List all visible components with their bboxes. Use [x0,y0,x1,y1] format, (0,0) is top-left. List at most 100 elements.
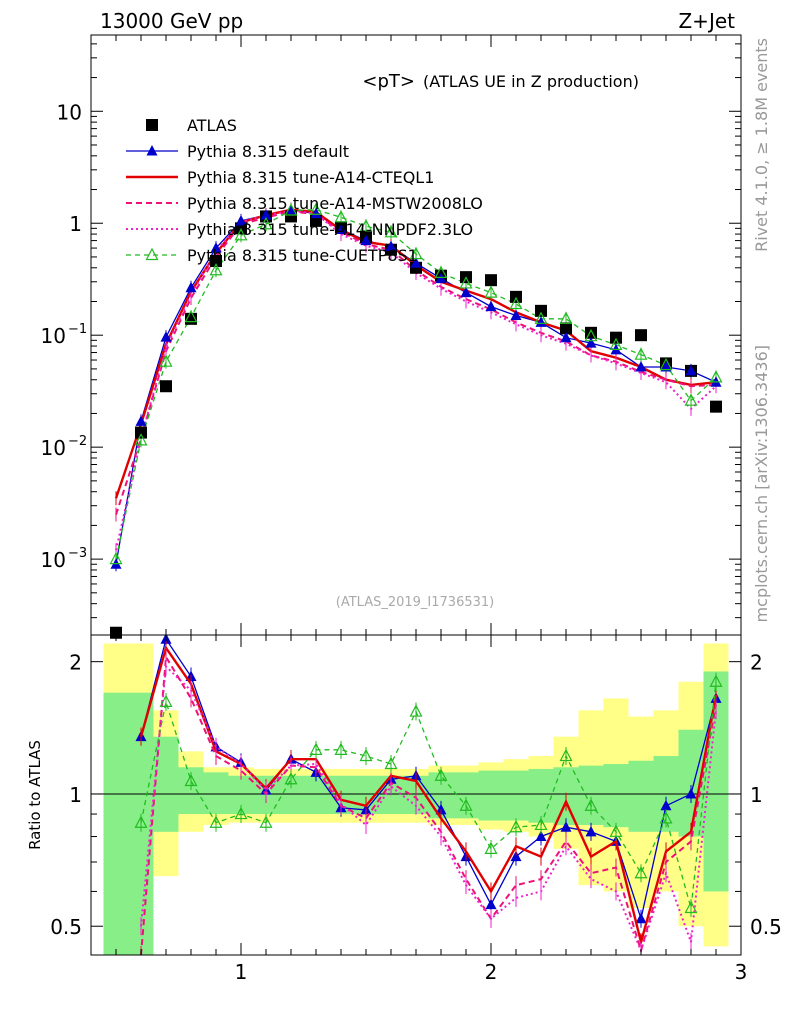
ratio-point-default [560,821,572,832]
main-point-cuetp8s1 [434,265,448,279]
main-point-cuetp8s1 [459,276,473,289]
main-point-data [535,304,547,317]
main-point-data [210,254,222,267]
ratio-xtick-label: 3 [735,960,748,984]
ratio-ytick-label-left: 2 [69,651,82,675]
legend-marker-cuetp8s1 [145,247,159,261]
main-point-default [635,360,647,372]
main-point-cuetp8s1 [484,285,498,298]
ratio-band-inner [478,770,504,821]
main-ytick-label: 1 [69,212,82,236]
side-label-rivet: Rivet 4.1.0, ≥ 1.8M events [752,38,771,252]
ratio-point-cuetp8s1 [634,865,648,879]
main-point-cuetp8s1 [184,309,198,323]
ratio-line-mstw [140,653,717,956]
main-point-default [485,300,497,312]
main-point-default [310,207,322,219]
ratio-point-cuetp8s1 [684,900,698,914]
main-point-data [635,329,647,342]
ratio-plot-frame [90,634,742,956]
ratio-point-default [660,799,672,811]
main-point-default [185,281,197,293]
ratio-ytick-label-right: 1 [750,783,763,807]
main-point-cuetp8s1 [609,337,623,350]
legend-label-default: Pythia 8.315 default [187,142,349,161]
main-point-cuetp8s1 [284,203,298,216]
main-point-cuetp8s1 [309,202,323,215]
main-point-default [560,331,572,343]
main-point-cuetp8s1 [159,354,173,367]
ratio-band-inner [103,692,129,955]
ratio-band-inner [578,765,604,825]
main-point-data [135,426,147,439]
main-point-default [260,209,272,220]
main-ytick-exponent: −3 [68,546,87,561]
ratio-point-cuetp8s1 [159,694,173,707]
ratio-plot-panel: 1 2 30.5 0.51 12 2 Ratio to ATLAS [26,633,782,984]
header-right: Z+Jet [678,9,735,33]
ratio-point-default [685,787,697,799]
ratio-point-cuetp8s1 [209,815,223,828]
ratio-point-default [635,912,647,924]
ratio-line-cteql1 [139,645,718,947]
main-point-cuetp8s1 [334,209,348,223]
main-ytick-label: 10 [41,324,66,348]
ratio-line-nnpdf [140,664,717,954]
main-point-cuetp8s1 [259,216,273,230]
ratio-point-cuetp8s1 [609,824,623,837]
plot-subtitle: (ATLAS UE in Z production) [423,72,639,91]
ratio-band-inner [203,772,229,815]
main-point-cuetp8s1 [234,228,248,241]
main-ytick-label: 10 [41,548,66,572]
ratio-xtick-label: 1 [235,960,248,984]
ratio-xtick-label: 2 [485,960,498,984]
ratio-point-cuetp8s1 [284,771,298,785]
ratio-axis-label: Ratio to ATLAS [26,740,44,850]
main-point-default [510,309,522,320]
main-point-cuetp8s1 [409,246,423,260]
ratio-point-cuetp8s1 [559,748,573,762]
ratio-point-cuetp8s1 [359,748,373,762]
main-point-cuetp8s1 [584,328,598,342]
main-point-cuetp8s1 [709,370,723,383]
ratio-point-cuetp8s1 [384,756,398,770]
main-point-default [685,364,697,376]
ratio-band-inner [603,763,629,828]
analysis-watermark: (ATLAS_2019_I1736531) [336,595,494,610]
main-point-default [460,286,472,298]
main-point-cuetp8s1 [384,224,398,238]
main-point-default [660,360,672,372]
ratio-point-cuetp8s1 [709,674,723,687]
plot-title: <pT> [362,71,415,92]
main-point-cuetp8s1 [634,347,648,360]
ratio-band-inner [303,775,329,815]
legend-label-data: ATLAS [187,116,237,135]
main-point-cuetp8s1 [559,311,573,324]
main-point-cuetp8s1 [134,433,148,446]
legend-label-cteql1: Pythia 8.315 tune-A14-CTEQL1 [187,168,434,187]
ratio-point-cuetp8s1 [484,841,498,854]
main-ytick-label: 10 [41,436,66,460]
ratio-point-cuetp8s1 [234,806,248,820]
ratio-band-inner [503,770,529,821]
main-point-default [535,316,547,327]
ratio-ytick-label-left: 0.5 [50,915,82,939]
ratio-point-cuetp8s1 [309,742,323,755]
legend-marker-data [146,119,158,131]
main-point-cuetp8s1 [509,296,523,310]
main-plot-panel: <pT> (ATLAS UE in Z production) (ATLAS_2… [41,34,742,639]
main-ytick-label: 10 [57,100,82,124]
ratio-point-cuetp8s1 [434,768,448,781]
ratio-point-default [510,850,522,862]
ratio-point-cuetp8s1 [134,815,148,828]
ratio-point-cuetp8s1 [259,815,273,828]
main-point-data [160,380,172,393]
ratio-point-default [585,825,597,837]
ratio-point-default [535,830,547,842]
main-point-default [410,257,422,268]
ratio-point-cuetp8s1 [409,704,423,717]
legend-label-nnpdf: Pythia 8.315 tune-A14-NNPDF2.3LO [187,220,473,239]
main-point-default [285,203,297,215]
ratio-point-cuetp8s1 [459,798,473,811]
main-point-cuetp8s1 [209,262,223,276]
